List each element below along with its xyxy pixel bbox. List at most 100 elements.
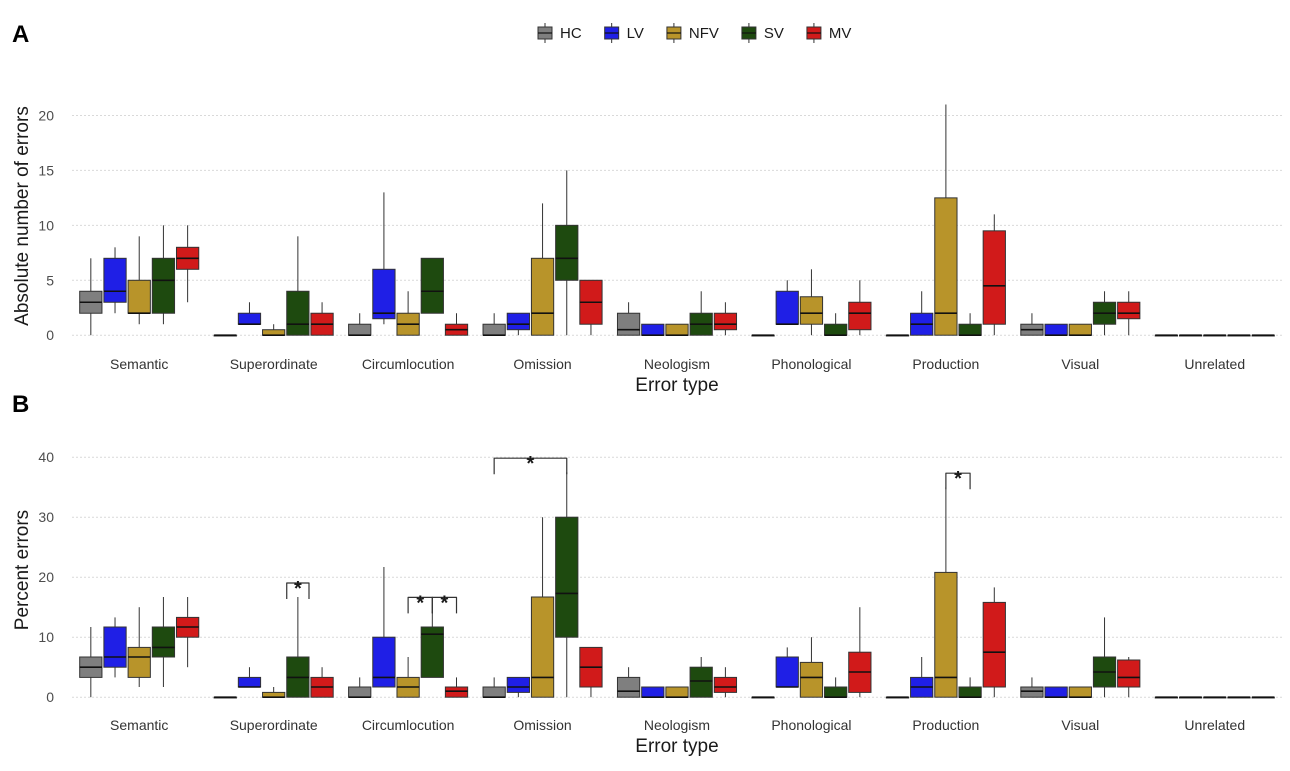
y-tick-label: 20 (38, 569, 54, 585)
legend-item: HC (537, 23, 582, 43)
box (237, 312, 262, 325)
box-sv (151, 225, 176, 325)
box-sv (555, 170, 579, 336)
significance-label: * (527, 453, 535, 475)
x-tick-label: Neologism (644, 717, 710, 733)
significance-bracket: * (945, 468, 971, 490)
box (372, 268, 396, 320)
panel-label: A (12, 21, 29, 48)
box (506, 312, 530, 331)
box (1117, 301, 1141, 320)
box-mv (579, 279, 603, 336)
box (934, 571, 958, 698)
box (775, 656, 799, 688)
x-tick-label: Circumlocution (362, 356, 455, 372)
legend-label: MV (829, 25, 852, 42)
x-tick-label: Phonological (771, 717, 851, 733)
box-hc (348, 313, 372, 337)
y-axis-title: Percent errors (12, 510, 33, 630)
y-tick-label: 5 (46, 272, 54, 288)
box-lv (1044, 323, 1068, 337)
box-sv (1092, 291, 1117, 336)
x-tick-label: Circumlocution (362, 717, 455, 733)
y-tick-label: 0 (46, 689, 54, 705)
box-lv (1178, 334, 1203, 337)
box (482, 686, 506, 698)
bracket-line (945, 472, 971, 490)
box (713, 312, 738, 331)
box-nfv (934, 104, 958, 336)
box-nfv (127, 236, 151, 325)
box (103, 257, 127, 303)
significance-label: * (954, 468, 962, 490)
box-hc (751, 334, 775, 337)
box (482, 323, 506, 336)
box-sv (689, 291, 713, 336)
legend-item: SV (741, 23, 784, 43)
box (348, 686, 372, 698)
box-mv (444, 677, 469, 698)
box-nfv (262, 687, 286, 699)
significance-bracket: * (431, 592, 458, 614)
y-tick-label: 40 (38, 449, 54, 465)
y-tick-label: 0 (46, 327, 54, 343)
box (348, 323, 372, 336)
box (286, 290, 310, 336)
box-lv (775, 280, 799, 326)
box-nfv (799, 269, 824, 336)
box-lv (103, 617, 127, 678)
box-nfv (396, 657, 420, 698)
box-lv (237, 667, 262, 688)
box (689, 666, 713, 698)
box-nfv (1068, 686, 1092, 699)
box-lv (103, 247, 127, 314)
box-lv (1178, 696, 1203, 699)
x-tick-label: Visual (1061, 356, 1099, 372)
box-nfv (530, 517, 555, 698)
box-lv (372, 192, 396, 325)
bracket-line (286, 582, 310, 599)
box-sv (824, 677, 848, 699)
box (982, 601, 1006, 688)
box-lv (372, 567, 396, 688)
x-tick-label: Superordinate (230, 356, 318, 372)
box-sv (1227, 696, 1251, 699)
box (1044, 686, 1068, 698)
x-tick-label: Omission (513, 356, 571, 372)
significance-label: * (416, 592, 424, 614)
x-tick-label: Semantic (110, 356, 168, 372)
x-tick-label: Semantic (110, 717, 168, 733)
box-hc (213, 696, 237, 699)
box (1068, 323, 1092, 336)
box-lv (1044, 686, 1068, 699)
box-nfv (1203, 696, 1227, 699)
box-hc (751, 696, 775, 699)
box-hc (482, 313, 506, 337)
x-tick-label: Omission (513, 717, 571, 733)
box-hc (616, 667, 641, 698)
box-mv (175, 597, 200, 668)
box (151, 626, 176, 658)
box-hc (79, 627, 103, 698)
box (616, 312, 641, 336)
box (934, 197, 958, 336)
box-lv (506, 312, 530, 336)
x-tick-label: Superordinate (230, 717, 318, 733)
box-sv (420, 611, 444, 678)
box (237, 676, 262, 688)
significance-bracket: * (493, 453, 568, 475)
box-nfv (934, 487, 958, 698)
box-nfv (1203, 334, 1227, 337)
x-tick-label: Unrelated (1184, 717, 1245, 733)
legend-item: LV (604, 23, 644, 43)
box-lv (641, 686, 665, 699)
box-hc (213, 334, 237, 337)
box (958, 323, 982, 336)
box-mv (1117, 291, 1141, 336)
box (799, 296, 824, 325)
box (151, 257, 176, 314)
legend-item: MV (806, 23, 852, 43)
legend: HC LV NFV SV MV (537, 23, 852, 43)
significance-label: * (441, 592, 449, 614)
box-mv (1251, 334, 1275, 337)
